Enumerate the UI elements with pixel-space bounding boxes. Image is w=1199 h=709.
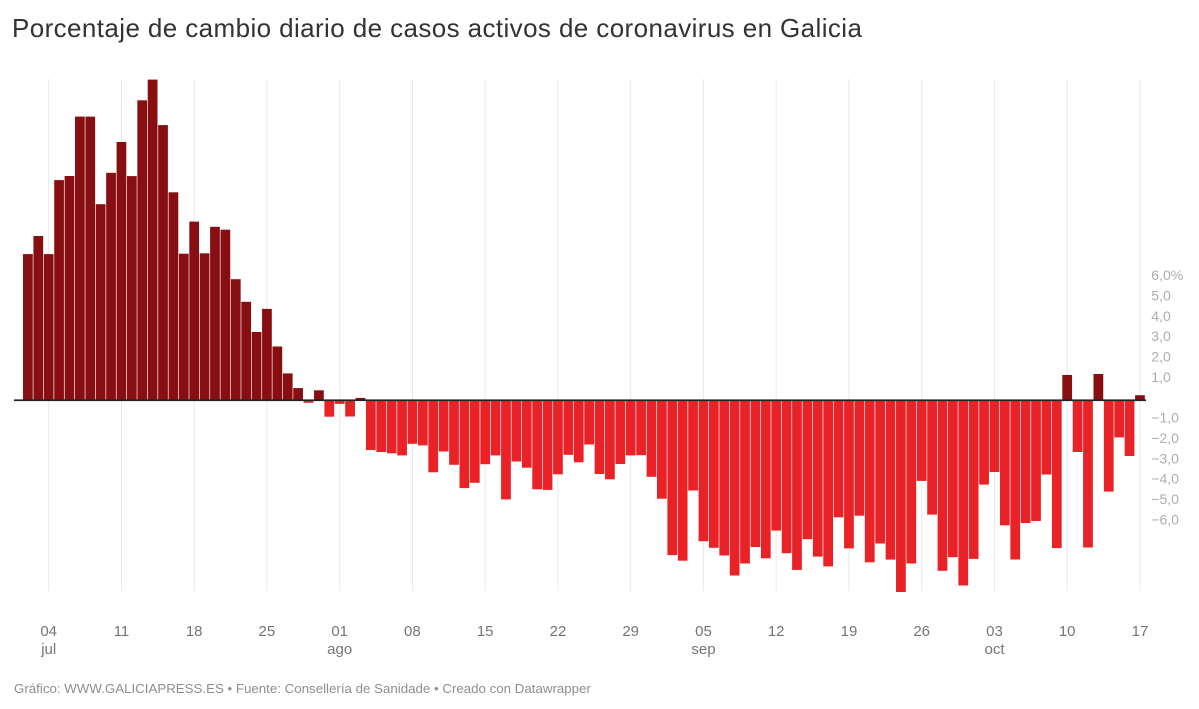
svg-text:ago: ago — [327, 641, 352, 658]
svg-text:01: 01 — [331, 623, 348, 640]
svg-text:12: 12 — [768, 623, 785, 640]
svg-text:2,0: 2,0 — [1151, 349, 1171, 365]
svg-text:17: 17 — [1132, 623, 1149, 640]
svg-text:11: 11 — [114, 623, 130, 640]
svg-text:26: 26 — [913, 623, 930, 640]
svg-text:3,0: 3,0 — [1151, 328, 1171, 344]
svg-text:−3,0: −3,0 — [1151, 450, 1179, 466]
svg-text:15: 15 — [477, 623, 494, 640]
svg-text:10: 10 — [1059, 623, 1076, 640]
svg-text:6,0%: 6,0% — [1151, 267, 1183, 283]
svg-text:5,0: 5,0 — [1151, 288, 1171, 304]
svg-text:sep: sep — [691, 641, 715, 658]
svg-text:1,0: 1,0 — [1151, 369, 1171, 385]
svg-text:03: 03 — [986, 623, 1003, 640]
svg-text:08: 08 — [404, 623, 421, 640]
svg-text:−2,0: −2,0 — [1151, 430, 1179, 446]
svg-text:4,0: 4,0 — [1151, 308, 1171, 324]
svg-text:04: 04 — [40, 623, 57, 640]
svg-text:29: 29 — [622, 623, 639, 640]
svg-text:05: 05 — [695, 623, 712, 640]
svg-text:22: 22 — [550, 623, 567, 640]
svg-text:25: 25 — [259, 623, 276, 640]
svg-text:18: 18 — [186, 623, 203, 640]
svg-text:oct: oct — [984, 641, 1005, 658]
svg-text:−1,0: −1,0 — [1151, 410, 1179, 426]
svg-text:−4,0: −4,0 — [1151, 471, 1179, 487]
svg-text:−5,0: −5,0 — [1151, 491, 1179, 507]
svg-text:19: 19 — [841, 623, 858, 640]
svg-text:jul: jul — [40, 641, 56, 658]
svg-text:−6,0: −6,0 — [1151, 511, 1179, 527]
